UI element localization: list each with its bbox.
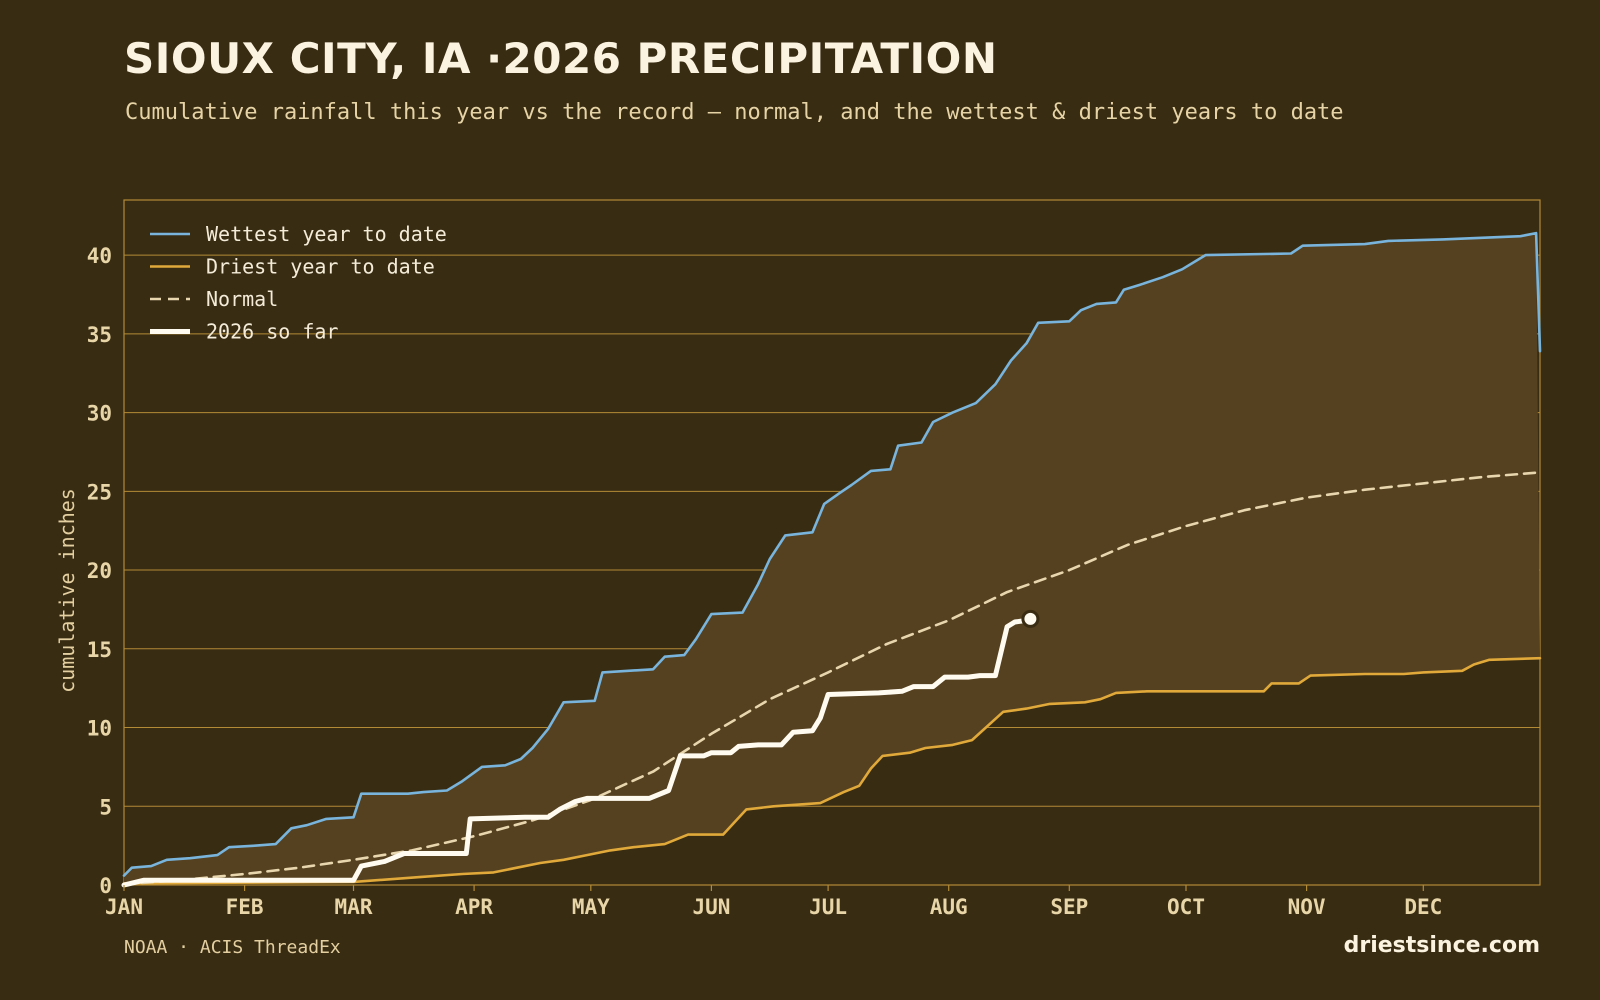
x-tick-label: MAR <box>335 895 373 919</box>
y-tick-label: 25 <box>87 480 112 504</box>
series-lines <box>121 231 1542 888</box>
current-year-line <box>121 616 1033 888</box>
current-point-marker <box>1021 609 1040 628</box>
y-axis-title: cumulative inches <box>55 488 79 693</box>
range-band <box>124 233 1540 884</box>
x-tick-label: JUN <box>692 895 730 919</box>
x-tick-label: JUL <box>809 895 847 919</box>
y-tick-label: 20 <box>87 559 112 583</box>
x-tick-label: AUG <box>930 895 968 919</box>
chart-title: SIOUX CITY, IA ·2026 PRECIPITATION <box>124 34 998 83</box>
legend-label: Wettest year to date <box>206 222 447 246</box>
legend-label: Driest year to date <box>206 255 435 279</box>
source-note: NOAA · ACIS ThreadEx <box>124 937 341 958</box>
y-tick-label: 15 <box>87 638 112 662</box>
x-tick-label: SEP <box>1050 895 1088 919</box>
x-axis-ticks: JAN FEB MAR APR MAY JUN JUL AUG SEP OCT NOV DEC <box>105 885 1442 919</box>
legend-item-wettest: Wettest year to date <box>150 222 447 246</box>
x-tick-label: NOV <box>1288 895 1326 919</box>
driest-line <box>122 656 1542 885</box>
normal-line <box>122 471 1542 886</box>
x-tick-label: OCT <box>1167 895 1205 919</box>
x-tick-label: MAY <box>572 895 610 919</box>
x-tick-label: FEB <box>226 895 264 919</box>
x-tick-label: APR <box>455 895 493 919</box>
y-axis-ticks: 0 5 10 15 20 25 30 35 40 <box>87 244 112 898</box>
legend-item-current: 2026 so far <box>150 320 338 344</box>
y-tick-label: 5 <box>99 795 112 819</box>
legend-label: 2026 so far <box>206 320 338 344</box>
x-tick-label: DEC <box>1404 895 1442 919</box>
chart-subtitle: Cumulative rainfall this year vs the rec… <box>125 100 1344 125</box>
brand-link[interactable]: driestsince.com <box>1343 933 1540 958</box>
legend-item-driest: Driest year to date <box>150 255 435 279</box>
y-tick-label: 40 <box>87 244 112 268</box>
x-tick-label: JAN <box>105 895 143 919</box>
y-tick-label: 30 <box>87 402 112 426</box>
wettest-line <box>122 231 1542 877</box>
y-tick-label: 0 <box>99 874 112 898</box>
legend-label: Normal <box>206 287 278 311</box>
y-tick-label: 10 <box>87 717 112 741</box>
legend: Wettest year to date Driest year to date N… <box>150 222 447 344</box>
legend-item-normal: Normal <box>150 287 278 311</box>
y-tick-label: 35 <box>87 323 112 347</box>
